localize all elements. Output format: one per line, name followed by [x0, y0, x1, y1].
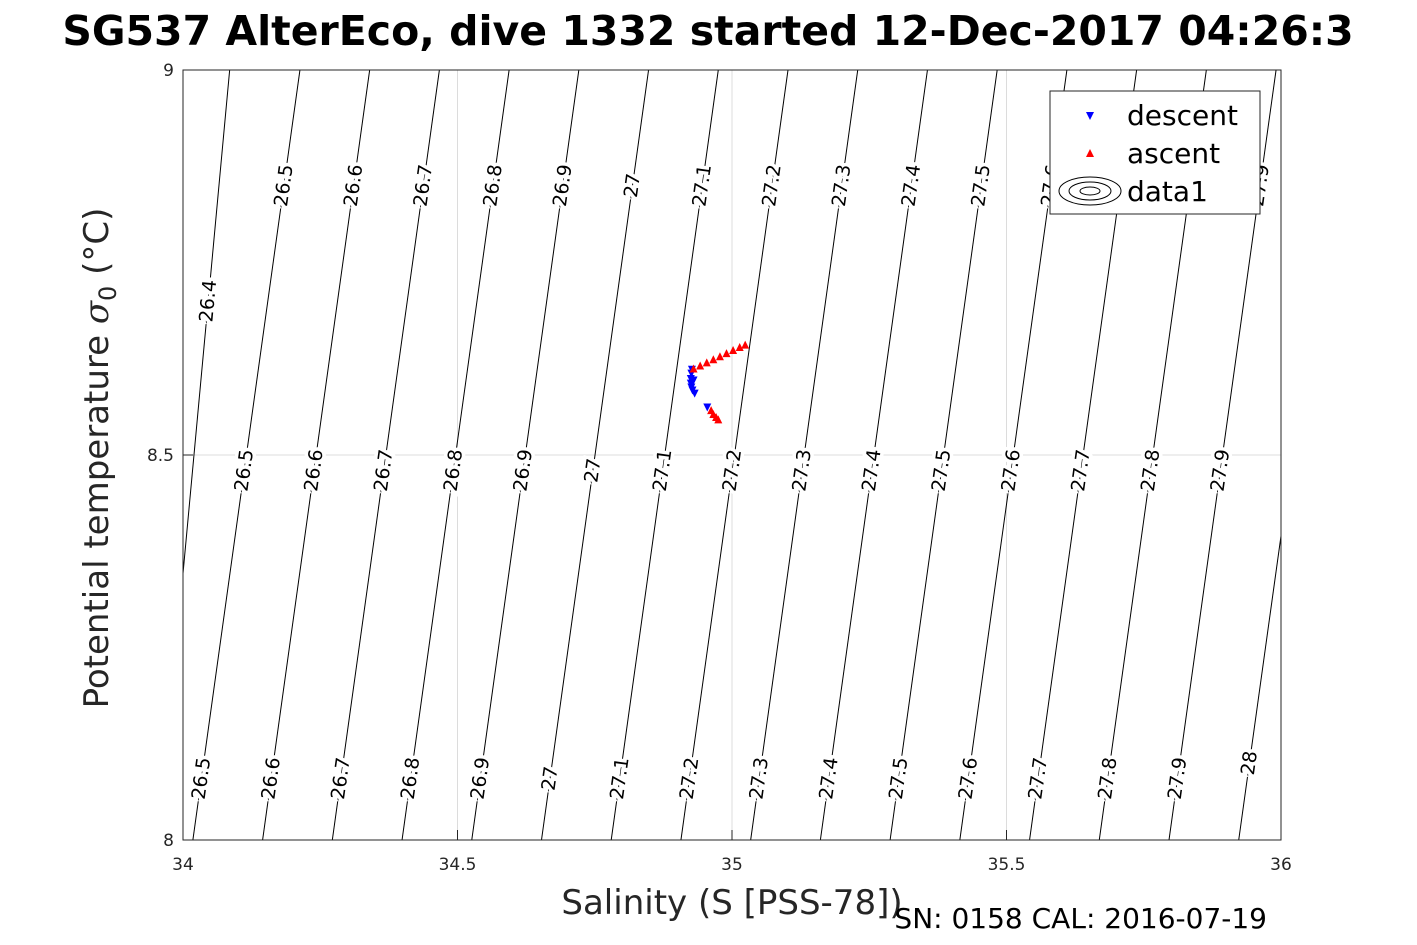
x-tick-label: 35 [721, 855, 743, 875]
x-axis-ticks: 34 34.5 35 35.5 36 [172, 830, 1292, 875]
legend-box [1049, 90, 1261, 215]
isopycnal-line [183, 70, 231, 579]
y-axis-label-sigma: σ [77, 300, 117, 324]
isopycnal-label: 27 [538, 765, 563, 792]
ascent-point [689, 364, 698, 373]
isopycnal-line [959, 70, 1068, 840]
y-axis-label-subscript: 0 [94, 286, 122, 301]
chart-title: SG537 AlterEco, dive 1332 started 12-Dec… [62, 7, 1353, 55]
legend-descent-marker [1086, 112, 1094, 120]
isopycnal-line [1238, 532, 1281, 840]
descent-point [703, 403, 712, 412]
isopycnal-line [819, 70, 928, 840]
y-axis-label-unit: (°C) [77, 208, 117, 286]
isopycnal-label: 26.4 [195, 279, 221, 323]
isopycnal-label: 27 [580, 457, 605, 484]
legend: descent ascent data1 [1049, 90, 1261, 215]
ascent-point [729, 346, 738, 355]
ascent-point [696, 361, 705, 370]
isopycnal-line [750, 70, 859, 840]
isopycnal-label: 27.5 [885, 756, 913, 801]
legend-ascent-marker [1086, 149, 1094, 157]
y-tick-label: 8.5 [147, 446, 174, 466]
isopycnal-line [541, 70, 650, 840]
ascent-point [741, 340, 750, 349]
x-tick-label: 35.5 [988, 855, 1026, 875]
isopycnal-line [401, 70, 510, 840]
legend-descent-label: descent [1127, 99, 1238, 132]
isopycnal-line [610, 70, 719, 840]
isopycnal-line [331, 70, 440, 840]
y-tick-label: 9 [163, 61, 174, 81]
y-axis-ticks: 88.59 [147, 61, 193, 851]
data-points [686, 340, 750, 424]
ascent-point [714, 415, 723, 424]
isopycnal-line [471, 70, 580, 840]
isopycnal-line [680, 70, 789, 840]
legend-contour-icon [1058, 176, 1122, 206]
x-tick-label: 36 [1270, 855, 1292, 875]
isopycnal-label: 27 [620, 172, 645, 199]
ascent-point [702, 358, 711, 367]
ascent-point [715, 352, 724, 361]
ascent-point [709, 355, 718, 364]
serial-calibration-note: SN: 0158 CAL: 2016-07-19 [894, 902, 1267, 935]
descent-point [690, 389, 699, 398]
ascent-point [735, 342, 744, 351]
isopycnal-label: 26.9 [509, 448, 537, 493]
isopycnal-line [192, 70, 301, 840]
ascent-point [722, 349, 731, 358]
isopycnal-line [889, 70, 998, 840]
x-tick-label: 34.5 [439, 855, 477, 875]
isopycnal-label: 27.1 [606, 756, 634, 801]
x-axis-label: Salinity (S [PSS-78]) [561, 883, 902, 923]
y-axis-label: Potential temperature σ0 (°C) [77, 208, 122, 709]
y-axis-label-main: Potential temperature [77, 324, 117, 708]
isopycnal-line [262, 70, 371, 840]
isopycnal-label: 28 [1237, 750, 1262, 777]
descent-point [689, 376, 698, 385]
x-tick-label: 34 [172, 855, 194, 875]
legend-data1-label: data1 [1127, 175, 1208, 208]
y-tick-label: 8 [163, 831, 174, 851]
legend-ascent-label: ascent [1127, 137, 1220, 170]
